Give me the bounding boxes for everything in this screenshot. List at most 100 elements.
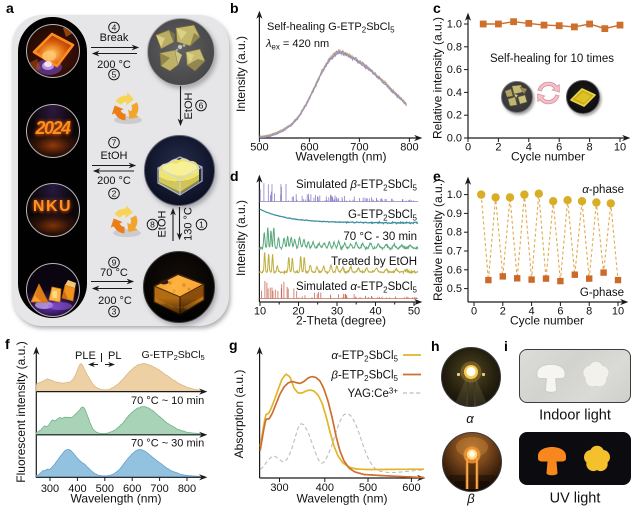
svg-text:c: c <box>433 0 441 16</box>
svg-text:Relative intensity (a.u.): Relative intensity (a.u.) <box>431 17 445 139</box>
svg-text:7: 7 <box>112 138 117 148</box>
svg-text:6: 6 <box>557 306 563 318</box>
svg-text:600: 600 <box>402 482 420 494</box>
svg-text:700: 700 <box>350 142 368 154</box>
svg-text:0.6: 0.6 <box>447 264 462 276</box>
svg-text:5: 5 <box>112 70 117 80</box>
svg-text:Indoor light: Indoor light <box>539 408 611 424</box>
svg-text:α: α <box>466 411 474 426</box>
svg-text:Cycle number: Cycle number <box>510 314 584 328</box>
svg-text:8: 8 <box>150 220 155 230</box>
svg-text:4: 4 <box>526 142 532 154</box>
svg-text:6: 6 <box>556 142 562 154</box>
svg-text:0.9: 0.9 <box>447 208 462 220</box>
svg-text:40: 40 <box>369 306 381 318</box>
svg-text:400: 400 <box>68 483 86 495</box>
svg-text:300: 300 <box>41 483 59 495</box>
svg-text:500: 500 <box>250 142 268 154</box>
svg-text:10: 10 <box>612 306 624 318</box>
svg-text:70 °C ~ 30 min: 70 °C ~ 30 min <box>131 438 204 450</box>
svg-text:0.8: 0.8 <box>447 227 462 239</box>
svg-text:10: 10 <box>254 306 266 318</box>
svg-text:Self-healing for 10 times: Self-healing for 10 times <box>490 53 614 65</box>
svg-text:i: i <box>504 338 508 354</box>
svg-text:2-Theta (degree): 2-Theta (degree) <box>296 314 386 328</box>
svg-text:70 °C ~ 10 min: 70 °C ~ 10 min <box>131 395 204 407</box>
svg-text:EtOH: EtOH <box>101 150 128 162</box>
svg-text:400: 400 <box>316 482 334 494</box>
svg-text:g: g <box>229 337 238 353</box>
svg-text:Simulated β-ETP2SbCl5: Simulated β-ETP2SbCl5 <box>296 179 418 193</box>
svg-text:Wavelength (nm): Wavelength (nm) <box>71 492 162 506</box>
svg-text:50: 50 <box>408 306 420 318</box>
svg-text:0.5: 0.5 <box>447 283 462 295</box>
svg-text:130 °C: 130 °C <box>183 207 195 241</box>
svg-text:8: 8 <box>587 142 593 154</box>
svg-text:0.7: 0.7 <box>447 246 462 258</box>
svg-text:PLE: PLE <box>75 350 96 362</box>
svg-text:0: 0 <box>471 306 477 318</box>
svg-text:3: 3 <box>112 307 117 317</box>
svg-text:0.8: 0.8 <box>447 41 462 53</box>
svg-text:0.2: 0.2 <box>447 110 462 122</box>
svg-text:h: h <box>431 338 440 354</box>
svg-text:500: 500 <box>359 482 377 494</box>
svg-text:Intensity (a.u.): Intensity (a.u.) <box>234 36 248 112</box>
svg-text:1.0: 1.0 <box>447 189 462 201</box>
svg-text:1.0: 1.0 <box>447 19 462 31</box>
svg-text:Simulated α-ETP2SbCl5: Simulated α-ETP2SbCl5 <box>296 281 418 295</box>
svg-text:200 °C: 200 °C <box>98 295 132 307</box>
svg-text:G-phase: G-phase <box>580 287 624 299</box>
svg-text:0: 0 <box>465 142 471 154</box>
svg-text:a: a <box>6 0 14 16</box>
svg-text:Relative intensity (a.u.): Relative intensity (a.u.) <box>431 179 445 301</box>
svg-text:Self-healing G-ETP2SbCl5: Self-healing G-ETP2SbCl5 <box>267 21 395 35</box>
svg-text:600: 600 <box>123 483 141 495</box>
svg-text:Wavelength (nm): Wavelength (nm) <box>296 150 387 164</box>
svg-text:β-ETP2SbCl5: β-ETP2SbCl5 <box>330 370 398 384</box>
svg-text:1: 1 <box>199 220 204 230</box>
svg-text:300: 300 <box>270 482 288 494</box>
svg-text:Treated by EtOH: Treated by EtOH <box>331 256 417 268</box>
svg-text:10: 10 <box>614 142 626 154</box>
svg-text:8: 8 <box>586 306 592 318</box>
svg-text:4: 4 <box>112 23 117 33</box>
svg-text:EtOH: EtOH <box>183 93 195 120</box>
svg-text:PL: PL <box>108 350 121 362</box>
svg-text:EtOH: EtOH <box>157 211 169 238</box>
svg-text:70 °C - 30 min: 70 °C - 30 min <box>343 231 417 243</box>
svg-text:Fluorescent intensity (a.u.): Fluorescent intensity (a.u.) <box>14 341 28 482</box>
svg-text:e: e <box>433 168 441 184</box>
svg-text:800: 800 <box>178 483 196 495</box>
svg-text:70 °C: 70 °C <box>100 267 128 279</box>
svg-text:600: 600 <box>300 142 318 154</box>
svg-text:0.0: 0.0 <box>447 133 462 145</box>
svg-text:0.6: 0.6 <box>447 64 462 76</box>
svg-text:500: 500 <box>96 483 114 495</box>
svg-text:2: 2 <box>500 306 506 318</box>
svg-text:6: 6 <box>199 101 204 111</box>
svg-text:Intensity (a.u.): Intensity (a.u.) <box>234 200 248 276</box>
svg-text:2: 2 <box>495 142 501 154</box>
svg-text:β: β <box>466 491 475 506</box>
svg-text:9: 9 <box>112 258 117 268</box>
svg-text:α-phase: α-phase <box>582 184 624 196</box>
svg-text:G-ETP2SbCl5: G-ETP2SbCl5 <box>348 209 418 223</box>
svg-text:Wavelength (nm): Wavelength (nm) <box>297 492 388 506</box>
svg-text:d: d <box>230 168 239 184</box>
svg-text:4: 4 <box>529 306 535 318</box>
svg-text:Break: Break <box>100 32 129 44</box>
svg-text:Absorption (a.u.): Absorption (a.u.) <box>232 370 246 459</box>
svg-text:Cycle number: Cycle number <box>511 150 585 164</box>
svg-text:20: 20 <box>292 306 304 318</box>
svg-text:α-ETP2SbCl5: α-ETP2SbCl5 <box>331 350 398 364</box>
svg-text:UV light: UV light <box>550 491 601 507</box>
svg-text:0.4: 0.4 <box>447 87 462 99</box>
svg-text:2: 2 <box>112 189 117 199</box>
svg-text:700: 700 <box>150 483 168 495</box>
svg-text:YAG:Ce3+: YAG:Ce3+ <box>348 387 399 401</box>
svg-text:200 °C: 200 °C <box>97 175 131 187</box>
svg-text:G-ETP2SbCl5: G-ETP2SbCl5 <box>142 349 205 362</box>
svg-text:f: f <box>5 336 10 352</box>
svg-text:200 °C: 200 °C <box>97 59 131 71</box>
